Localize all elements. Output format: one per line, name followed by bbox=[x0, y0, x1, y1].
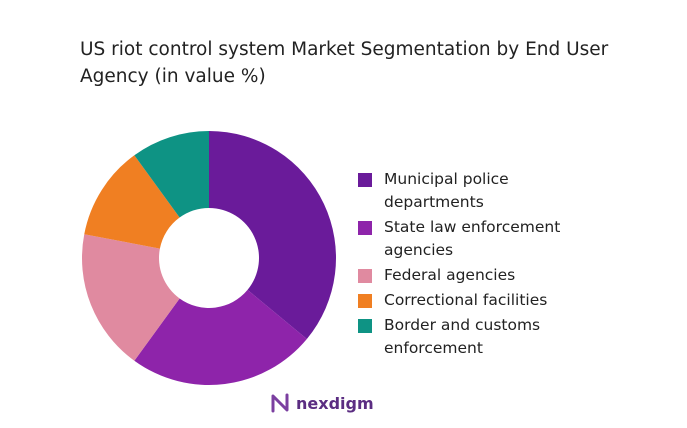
logo-icon bbox=[271, 393, 289, 413]
logo-text: nexdigm bbox=[296, 393, 374, 413]
donut-slice bbox=[84, 155, 180, 249]
donut-slice bbox=[134, 289, 307, 385]
legend-label: State law enforcement agencies bbox=[384, 218, 561, 259]
legend-swatch bbox=[358, 221, 372, 235]
legend-item: Municipal police departments bbox=[358, 168, 618, 214]
legend-swatch bbox=[358, 319, 372, 333]
legend-item: Border and customs enforcement bbox=[358, 314, 618, 360]
legend-swatch bbox=[358, 173, 372, 187]
legend-swatch bbox=[358, 294, 372, 308]
legend-item: Correctional facilities bbox=[358, 289, 618, 312]
legend-label: Correctional facilities bbox=[384, 291, 548, 309]
legend-swatch bbox=[358, 269, 372, 283]
donut-slice bbox=[81, 234, 180, 361]
legend: Municipal police departments State law en… bbox=[358, 168, 618, 362]
donut-slice bbox=[134, 131, 209, 218]
legend-label: Municipal police departments bbox=[384, 170, 509, 211]
legend-item: State law enforcement agencies bbox=[358, 216, 618, 262]
legend-item: Federal agencies bbox=[358, 264, 618, 287]
logo: nexdigm bbox=[270, 392, 374, 414]
donut-slice bbox=[209, 131, 336, 339]
chart-title: US riot control system Market Segmentati… bbox=[80, 39, 609, 87]
legend-label: Federal agencies bbox=[384, 266, 516, 284]
legend-label: Border and customs enforcement bbox=[384, 316, 541, 357]
